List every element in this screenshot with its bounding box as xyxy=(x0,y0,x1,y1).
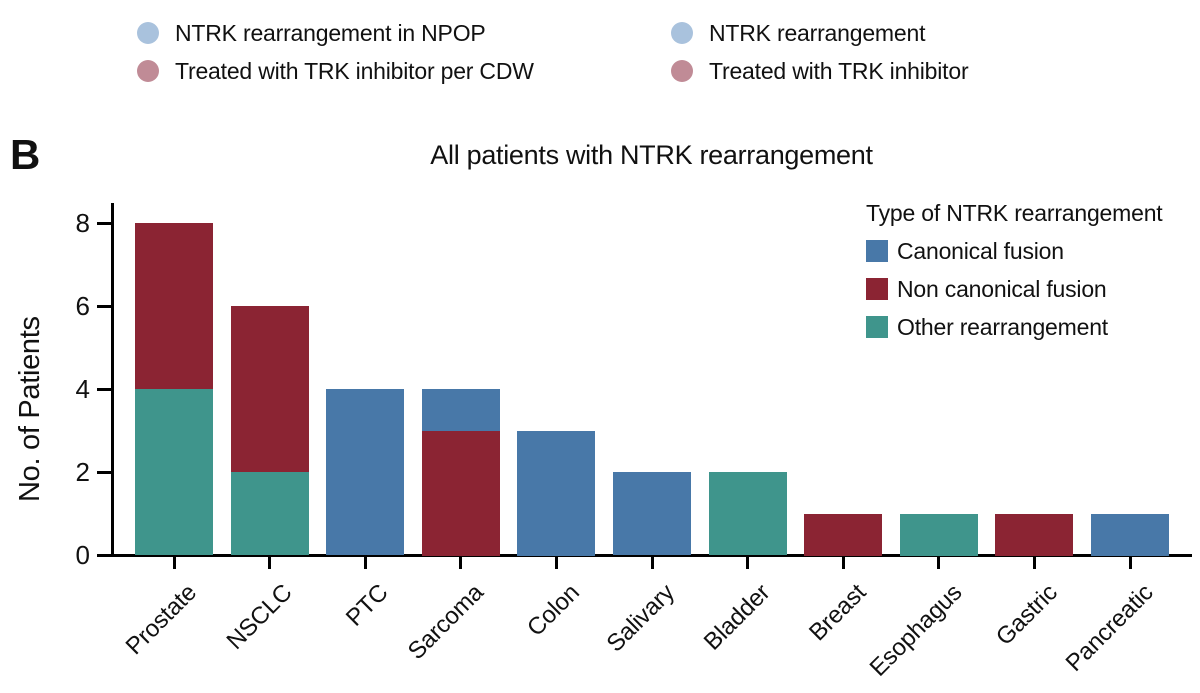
bar-segment-sarcoma-canonical-fusion xyxy=(422,389,500,431)
top-legend-left: NTRK rearrangement in NPOP Treated with T… xyxy=(137,19,534,84)
x-axis-tick xyxy=(363,557,367,569)
top-legend-label: Treated with TRK inhibitor per CDW xyxy=(175,57,534,84)
x-axis-tick-label: Esophagus xyxy=(864,579,967,682)
x-axis-tick xyxy=(937,557,941,569)
x-axis-tick-label: Pancreatic xyxy=(1060,579,1159,677)
x-axis-tick-label: Bladder xyxy=(699,579,776,656)
bar-segment-salivary-canonical-fusion xyxy=(613,472,691,555)
y-axis-tick-label: 6 xyxy=(75,291,90,321)
bar-segment-pancreatic-canonical-fusion xyxy=(1091,514,1169,556)
x-axis-tick xyxy=(172,557,176,569)
chart-legend-item: Canonical fusion xyxy=(866,237,1162,264)
y-axis-tick-label: 8 xyxy=(75,208,90,238)
top-legend-item: Treated with TRK inhibitor xyxy=(671,57,969,84)
x-axis-tick xyxy=(268,557,272,569)
chart-legend-label: Non canonical fusion xyxy=(897,275,1107,302)
x-axis-tick xyxy=(650,557,654,569)
bar-segment-esophagus-other-rearrangement xyxy=(900,514,978,556)
top-legend-item: Treated with TRK inhibitor per CDW xyxy=(137,57,534,84)
bar-segment-sarcoma-non-canonical-fusion xyxy=(422,431,500,556)
circle-marker-icon xyxy=(671,60,693,82)
top-legend-item: NTRK rearrangement in NPOP xyxy=(137,19,534,46)
bar-segment-nsclc-other-rearrangement xyxy=(231,472,309,555)
y-axis-tick-label: 0 xyxy=(75,540,90,570)
x-axis-tick-label: PTC xyxy=(340,579,394,632)
bar-segment-breast-non-canonical-fusion xyxy=(804,514,882,556)
bar-segment-gastric-non-canonical-fusion xyxy=(995,514,1073,556)
chart-legend-item: Non canonical fusion xyxy=(866,275,1162,302)
y-axis-tick xyxy=(97,221,112,225)
x-axis-tick xyxy=(746,557,750,569)
chart-legend-label: Canonical fusion xyxy=(897,237,1064,264)
x-axis-tick xyxy=(459,557,463,569)
y-axis-tick-label: 2 xyxy=(75,457,90,487)
chart-legend-label: Other rearrangement xyxy=(897,313,1108,340)
bar-segment-prostate-other-rearrangement xyxy=(135,389,213,555)
top-legend-label: Treated with TRK inhibitor xyxy=(709,57,969,84)
x-axis-tick-label: Salivary xyxy=(601,579,681,658)
x-axis-tick-label: Colon xyxy=(521,579,585,642)
bar-segment-colon-canonical-fusion xyxy=(517,431,595,556)
square-swatch-icon xyxy=(866,316,888,338)
x-axis-tick xyxy=(1128,557,1132,569)
bar-segment-ptc-canonical-fusion xyxy=(326,389,404,555)
y-axis-tick xyxy=(97,470,112,474)
chart-title: All patients with NTRK rearrangement xyxy=(430,140,873,170)
chart-legend-item: Other rearrangement xyxy=(866,313,1162,340)
x-axis-tick-label: Sarcoma xyxy=(402,579,489,666)
top-legend-right: NTRK rearrangement Treated with TRK inhib… xyxy=(671,19,969,84)
y-axis-tick xyxy=(97,553,112,557)
x-axis-tick-label: Gastric xyxy=(990,579,1063,651)
bar-segment-prostate-non-canonical-fusion xyxy=(135,223,213,389)
bar-segment-bladder-other-rearrangement xyxy=(709,472,787,555)
chart-legend-title: Type of NTRK rearrangement xyxy=(866,200,1163,226)
circle-marker-icon xyxy=(137,60,159,82)
circle-marker-icon xyxy=(137,22,159,44)
square-swatch-icon xyxy=(866,240,888,262)
x-axis-tick-label: Breast xyxy=(803,579,872,647)
x-axis-tick-label: NSCLC xyxy=(221,579,298,655)
x-axis-line xyxy=(99,554,1192,557)
x-axis-tick-label: Prostate xyxy=(120,579,203,661)
x-axis-tick xyxy=(554,557,558,569)
x-axis-tick xyxy=(1032,557,1036,569)
circle-marker-icon xyxy=(671,22,693,44)
panel-label: B xyxy=(10,131,40,178)
top-legend-label: NTRK rearrangement xyxy=(709,19,926,46)
y-axis-tick xyxy=(97,387,112,391)
top-legend-label: NTRK rearrangement in NPOP xyxy=(175,19,486,46)
y-axis-tick-label: 4 xyxy=(75,374,90,404)
x-axis-tick xyxy=(841,557,845,569)
top-legend-item: NTRK rearrangement xyxy=(671,19,968,46)
square-swatch-icon xyxy=(866,278,888,300)
bar-segment-nsclc-non-canonical-fusion xyxy=(231,306,309,472)
y-axis-tick xyxy=(97,304,112,308)
chart-legend: Type of NTRK rearrangement Canonical fus… xyxy=(866,200,1163,354)
y-axis-line xyxy=(111,203,114,556)
